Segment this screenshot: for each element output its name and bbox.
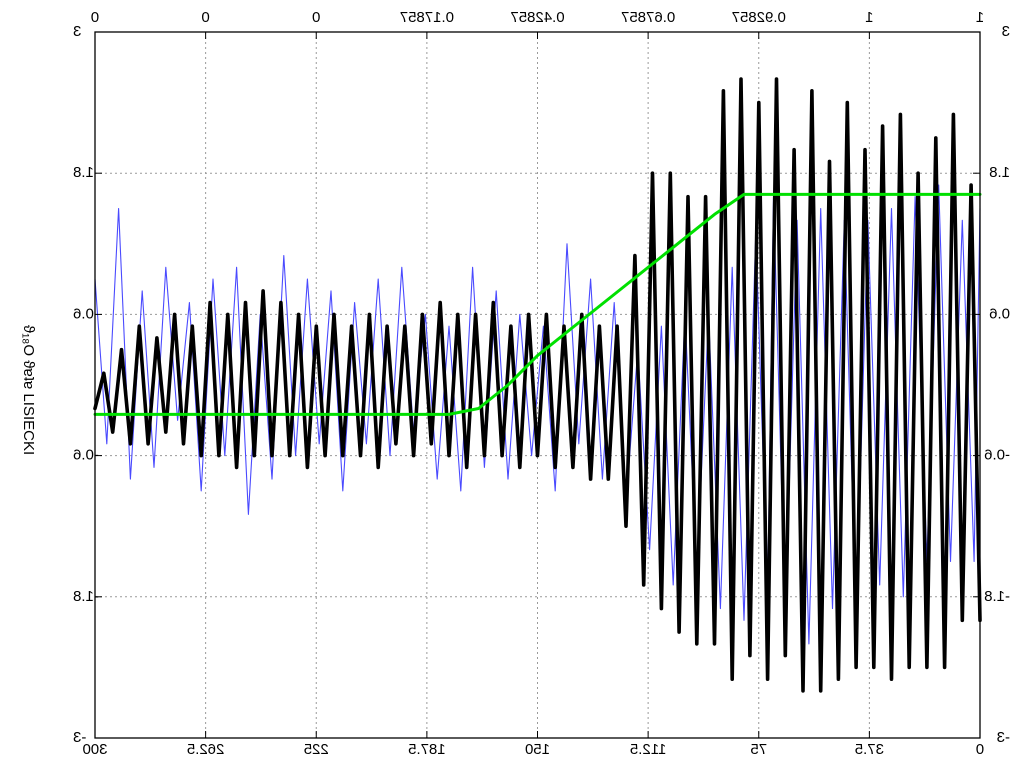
y-tick-label-left: -0.6 bbox=[73, 447, 99, 464]
x-tick-label-top: 0.17857 bbox=[400, 9, 454, 26]
y-tick-label-left: -1.8 bbox=[73, 588, 99, 605]
y-tick-label-right: -1.8 bbox=[984, 588, 1010, 605]
x-tick-label-bottom: 37.5 bbox=[855, 741, 884, 758]
y-tick-label-left: 0.6 bbox=[73, 305, 94, 322]
series-line-green bbox=[93, 192, 982, 416]
x-tick-label-bottom: 112.5 bbox=[630, 741, 666, 758]
y-tick-label-right: 0.6 bbox=[989, 305, 1010, 322]
series-line-black bbox=[93, 77, 982, 693]
y-tick-label-right: -0.6 bbox=[984, 447, 1010, 464]
y-tick-label-right: 1.8 bbox=[989, 164, 1010, 181]
tick-labels: 300 0 262.5 0 225 0 187.5 0.17857 150 0.42857 112.… bbox=[73, 9, 1010, 758]
x-tick-label-top: 1 bbox=[865, 9, 873, 26]
y-tick-label-left: 3 bbox=[73, 23, 81, 40]
x-tick-label-top: 0 bbox=[201, 9, 209, 26]
x-tick-label-bottom: 262.5 bbox=[187, 741, 225, 758]
x-tick-label-top: 0 bbox=[312, 9, 320, 26]
y-tick-label-left: 1.8 bbox=[73, 164, 94, 181]
x-tick-label-top: 0.42857 bbox=[510, 9, 564, 26]
series-group bbox=[93, 77, 982, 693]
x-tick-label-top: 0.92857 bbox=[732, 9, 786, 26]
x-tick-label-bottom: 0 bbox=[976, 741, 984, 758]
y-tick-label-left: -3 bbox=[73, 729, 86, 746]
x-tick-label-bottom: 150 bbox=[525, 741, 550, 758]
x-tick-label-top: 0.67857 bbox=[621, 9, 675, 26]
tick-marks bbox=[94, 31, 981, 739]
x-tick-label-bottom: 225 bbox=[304, 741, 329, 758]
x-tick-label-top: 1 bbox=[976, 9, 984, 26]
y-axis-label: ϑ₁₈O ϑɐʇɐ LISIECKI bbox=[20, 325, 37, 455]
x-tick-label-top: 0 bbox=[91, 9, 99, 26]
x-tick-label-bottom: 300 bbox=[82, 741, 107, 758]
y-tick-label-right: -3 bbox=[997, 729, 1010, 746]
x-tick-label-bottom: 187.5 bbox=[408, 741, 446, 758]
y-tick-label-right: 3 bbox=[1002, 23, 1010, 40]
x-tick-label-bottom: 75 bbox=[750, 741, 767, 758]
